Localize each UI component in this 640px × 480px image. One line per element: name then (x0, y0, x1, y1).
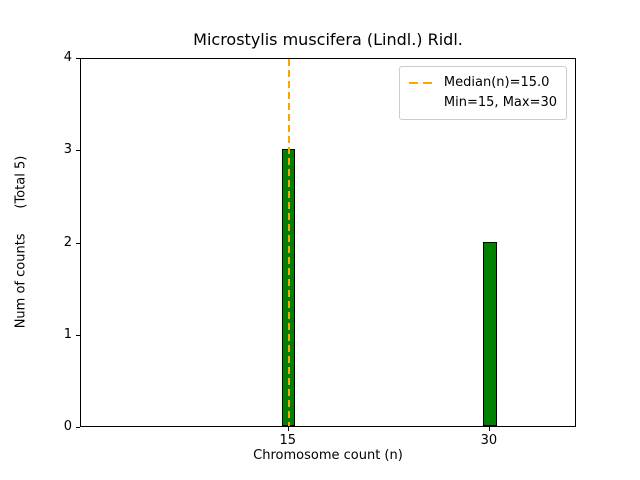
median-dash-icon (408, 81, 436, 85)
legend: Median(n)=15.0 Min=15, Max=30 (398, 66, 567, 120)
legend-label-minmax: Min=15, Max=30 (443, 95, 557, 110)
median-line (287, 59, 290, 426)
y-tick-mark-3 (76, 150, 80, 152)
x-axis-label: Chromosome count (n) (253, 448, 403, 463)
legend-entry-minmax: Min=15, Max=30 (409, 93, 557, 113)
y-axis-label: Num of counts (Total 5) (13, 155, 29, 329)
y-tick-label-1: 1 (63, 326, 72, 342)
y-tick-mark-0 (76, 427, 80, 428)
x-tick-mark-30 (488, 427, 490, 431)
y-tick-label-0: 0 (63, 419, 72, 434)
bar-x30 (483, 241, 497, 426)
x-tick-mark-15 (287, 427, 289, 431)
y-tick-label-4: 4 (63, 50, 72, 65)
plot-area: Median(n)=15.0 Min=15, Max=30 (80, 58, 576, 427)
x-tick-label-30: 30 (480, 433, 498, 448)
y-tick-mark-1 (76, 334, 80, 336)
legend-entry-median: Median(n)=15.0 (408, 73, 557, 93)
y-tick-mark-2 (76, 242, 80, 244)
legend-label-median: Median(n)=15.0 (443, 75, 550, 90)
chart-title: Microstylis muscifera (Lindl.) Ridl. (193, 30, 463, 49)
y-tick-label-2: 2 (63, 234, 72, 250)
y-tick-mark-4 (76, 58, 80, 59)
y-tick-label-3: 3 (63, 142, 72, 158)
x-tick-label-15: 15 (279, 433, 297, 448)
